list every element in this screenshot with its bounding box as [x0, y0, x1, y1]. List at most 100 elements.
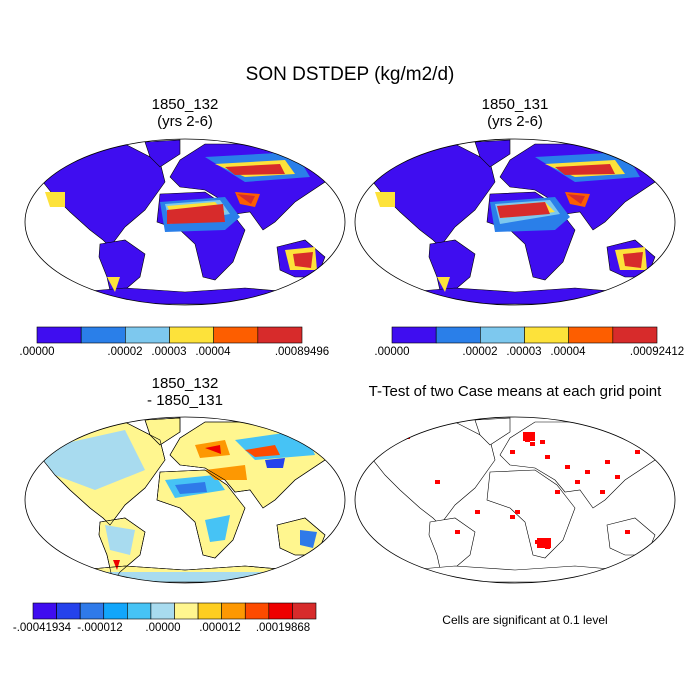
significant-cell: [515, 510, 520, 514]
continent-africa: [486, 469, 576, 559]
significant-cell: [565, 465, 570, 469]
significant-cell: [523, 432, 535, 441]
deposition-region: [225, 164, 285, 175]
colorbar-tick-label: .00089496: [274, 346, 330, 358]
colorbar-tick-label: .00000: [374, 346, 410, 358]
map-content: [355, 417, 675, 583]
significant-cell: [435, 480, 440, 484]
deposition-region: [45, 192, 65, 207]
ttest-note: Cells are significant at 0.1 level: [442, 613, 608, 627]
continent-greenland: [474, 417, 511, 446]
map-border: [24, 416, 346, 584]
colorbar-right-box: [480, 326, 525, 344]
map-border: [24, 138, 346, 306]
colorbar-tick-label: .00092412: [629, 346, 685, 358]
coastline: [156, 469, 246, 559]
map-border: [354, 138, 676, 306]
map-content: [25, 139, 345, 305]
significant-cell: [625, 530, 630, 534]
colorbar-left-box: [125, 326, 170, 344]
deposition-region: [375, 192, 395, 207]
deposition-region: [623, 252, 643, 268]
colorbar-tick-label: .00003: [506, 346, 542, 358]
panel-title-line2: - 1850_131: [147, 392, 223, 409]
colorbar-tick-label: .00000: [145, 622, 181, 634]
significant-cell: [575, 480, 580, 484]
map-panel-diff: [24, 416, 346, 584]
panel-title-1850-132: 1850_132 (yrs 2-6): [35, 96, 335, 130]
colorbar-tick-label: .00000: [19, 346, 55, 358]
map-panel-mean: [24, 138, 346, 306]
map-content: [355, 139, 675, 305]
colorbar-diff-box: [79, 602, 105, 620]
panel-title-difference: 1850_132 - 1850_131: [35, 375, 335, 409]
deposition-region: [293, 252, 313, 268]
colorbar-tick-label: .00003: [151, 346, 187, 358]
significant-cell: [475, 510, 480, 514]
colorbar-tick-label: .000012: [199, 622, 241, 634]
deposition-region: [167, 204, 225, 224]
difference-region: [205, 515, 230, 542]
colorbar-tick-label: .00002: [107, 346, 143, 358]
deposition-region: [237, 194, 255, 204]
map-panel-mean: [354, 138, 676, 306]
panel-title-line1: 1850_131: [481, 96, 549, 113]
colorbar-left-box: [169, 326, 214, 344]
map-content: [25, 417, 345, 583]
panel-title-ttest: T-Test of two Case means at each grid po…: [368, 383, 662, 400]
difference-region: [265, 458, 285, 468]
coastline: [144, 417, 181, 446]
difference-region: [205, 445, 221, 454]
significant-cell: [585, 470, 590, 474]
significant-cell: [540, 440, 545, 444]
coastline: [98, 517, 146, 583]
colorbar-diff-box: [292, 602, 317, 620]
significant-cell: [395, 430, 400, 434]
deposition-region: [437, 277, 450, 292]
significant-cell: [545, 455, 550, 459]
continent-antarctica: [355, 565, 675, 583]
significant-cell: [615, 475, 620, 479]
deposition-region: [107, 277, 120, 292]
significant-cell: [537, 538, 551, 548]
colorbar-right-box: [524, 326, 569, 344]
significant-cell: [635, 450, 640, 454]
colorbar-left-box: [80, 326, 126, 344]
significant-cell: [605, 460, 610, 464]
colorbar-diff-box: [32, 602, 57, 620]
colorbar-diff-box: [56, 602, 81, 620]
significant-cell: [455, 530, 460, 534]
significant-cell: [510, 515, 515, 519]
continent-greenland: [144, 139, 181, 168]
colorbar-right-box: [568, 326, 614, 344]
significant-cell: [510, 450, 515, 454]
difference-region: [300, 530, 317, 548]
significant-cell: [600, 490, 605, 494]
colorbar-right-box: [391, 326, 437, 344]
map-panel-ttest: [354, 416, 676, 584]
difference-region: [105, 525, 135, 555]
colorbar-diff-box: [103, 602, 128, 620]
colorbar-right-box: [612, 326, 658, 344]
deposition-region: [555, 164, 615, 175]
colorbar-tick-label: -.00041934: [12, 622, 72, 634]
continent-australia: [606, 517, 656, 556]
colorbar-diff-box: [197, 602, 222, 620]
main-title: SON DSTDEP (kg/m2/d): [245, 64, 455, 85]
colorbar-tick-label: .00004: [195, 346, 231, 358]
significant-cell: [555, 490, 560, 494]
panel-title-line1: 1850_132: [151, 375, 219, 392]
colorbar-tick-label: -.000012: [77, 622, 123, 634]
panel-title-line2: (yrs 2-6): [157, 113, 213, 130]
colorbar-tick-label: .00004: [550, 346, 586, 358]
difference-region: [113, 560, 120, 570]
continent-antarctica: [355, 287, 675, 305]
difference-region: [175, 482, 207, 494]
panel-title-1850-131: 1850_131 (yrs 2-6): [365, 96, 665, 130]
continent-antarctica: [25, 287, 345, 305]
difference-region: [245, 445, 280, 457]
colorbar-left-box: [257, 326, 303, 344]
colorbar-tick-label: .00019868: [255, 622, 311, 634]
colorbar-diff-box: [150, 602, 175, 620]
